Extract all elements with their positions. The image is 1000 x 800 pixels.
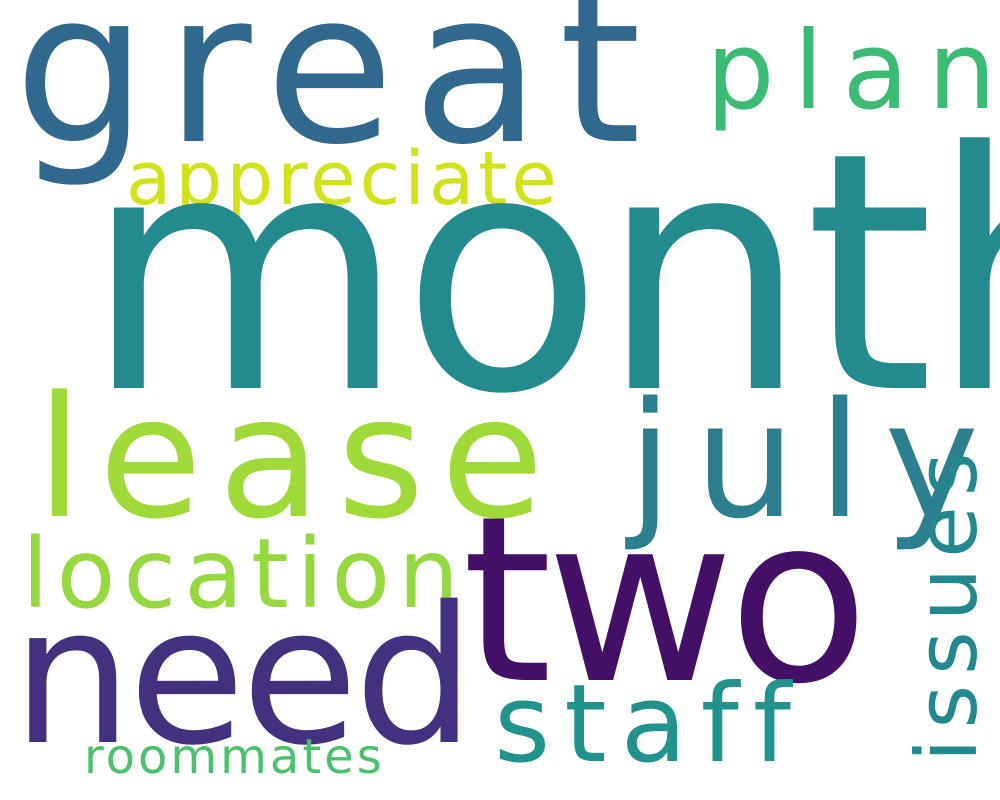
word-staff: staff: [494, 662, 805, 787]
word-need: need: [12, 566, 475, 787]
word-appreciate: appreciate: [126, 136, 561, 222]
word-july: july: [628, 367, 1000, 554]
word-roommates: roommates: [84, 729, 385, 785]
word-month: month: [84, 82, 1000, 466]
word-two: two: [462, 468, 869, 735]
word-plan: plan: [706, 9, 1000, 134]
word-great: great: [14, 0, 660, 191]
word-location: location: [22, 518, 467, 630]
word-issues: issues: [898, 442, 996, 762]
word-lease: lease: [36, 360, 560, 556]
